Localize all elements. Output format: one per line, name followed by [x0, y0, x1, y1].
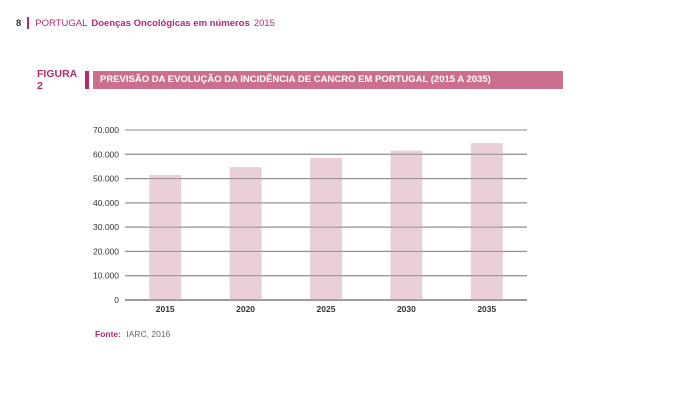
page-header: 8 PORTUGAL Doenças Oncológicas em número… — [16, 17, 275, 29]
x-tick-label: 2015 — [156, 304, 175, 314]
bar — [310, 157, 342, 300]
header-country: PORTUGAL — [35, 17, 88, 29]
source-text: IARC, 2016 — [126, 329, 171, 339]
header-year: 2015 — [253, 17, 275, 29]
figure-marker — [85, 71, 89, 89]
source-label: Fonte: — [95, 329, 121, 339]
y-tick-label: 60.000 — [93, 149, 119, 159]
y-tick-label: 50.000 — [93, 174, 119, 184]
bar — [149, 174, 182, 300]
bar — [390, 150, 423, 300]
x-tick-label: 2020 — [236, 304, 255, 314]
x-tick-label: 2035 — [477, 304, 496, 314]
x-tick-label: 2025 — [317, 304, 336, 314]
y-tick-label: 10.000 — [93, 271, 119, 281]
y-tick-label: 40.000 — [93, 198, 119, 208]
header-divider — [27, 17, 30, 29]
y-tick-label: 30.000 — [93, 222, 119, 232]
bar — [470, 143, 503, 300]
figure-label: FIGURA 2 — [37, 68, 77, 92]
page-number: 8 — [16, 17, 22, 29]
y-tick-label: 0 — [114, 295, 119, 305]
figure-heading: FIGURA 2 PREVISÃO DA EVOLUÇÃO DA INCIDÊN… — [37, 68, 563, 92]
bar — [229, 167, 262, 300]
y-tick-label: 20.000 — [93, 246, 119, 256]
figure-title: PREVISÃO DA EVOLUÇÃO DA INCIDÊNCIA DE CA… — [93, 71, 563, 89]
y-tick-label: 70.000 — [93, 125, 119, 135]
header-publication: Doenças Oncológicas em números — [91, 17, 250, 29]
x-tick-label: 2030 — [397, 304, 416, 314]
source-note: Fonte: IARC, 2016 — [95, 329, 170, 339]
